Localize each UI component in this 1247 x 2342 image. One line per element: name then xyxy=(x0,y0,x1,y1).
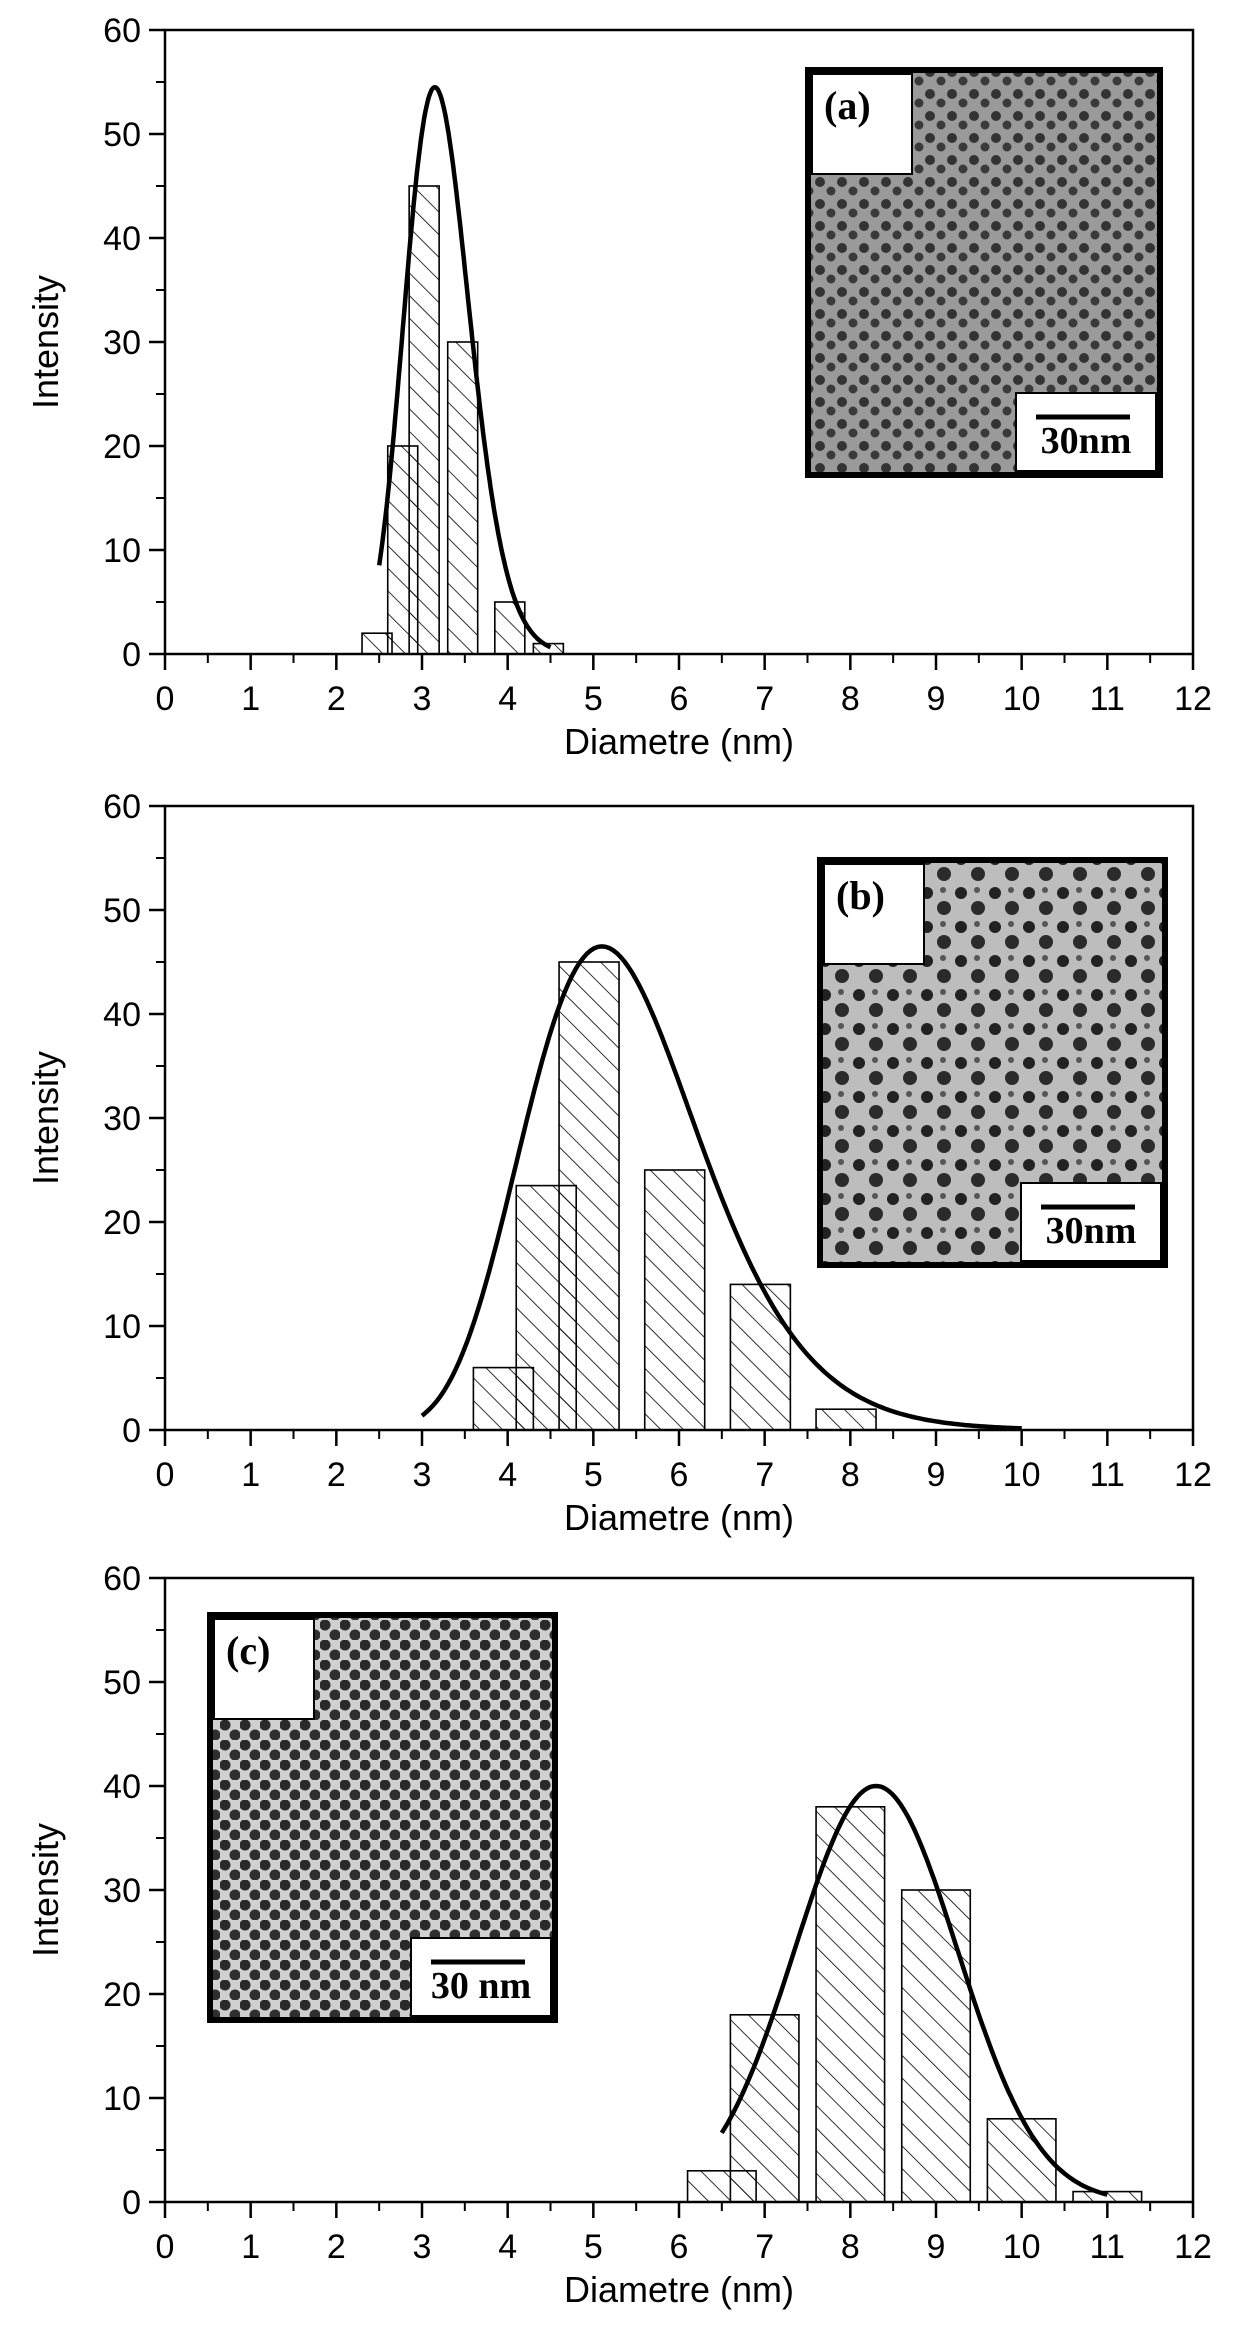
inset-panel-label: (c) xyxy=(226,1628,270,1673)
inset-label-box xyxy=(811,73,913,175)
histogram-bar-2 xyxy=(729,2014,800,2203)
y-tick-label: 20 xyxy=(103,1204,141,1242)
histogram-bar-3 xyxy=(815,1806,886,2203)
tem-inset: (a) 30nm xyxy=(805,67,1163,478)
histogram-bar-6 xyxy=(815,1408,877,1431)
x-tick-label: 0 xyxy=(156,2228,175,2266)
inset-panel-label: (a) xyxy=(824,83,871,128)
x-tick-label: 3 xyxy=(413,680,432,718)
scale-bar-label: 30nm xyxy=(1041,420,1132,462)
y-tick-label: 40 xyxy=(103,1768,141,1806)
y-tick-label: 0 xyxy=(122,636,141,674)
x-axis-title: Diametre (nm) xyxy=(564,721,794,762)
y-tick-label: 0 xyxy=(122,1412,141,1450)
histogram-bar-5 xyxy=(729,1283,792,1431)
scale-bar-label: 30 nm xyxy=(431,1965,531,2007)
x-tick-label: 5 xyxy=(584,1456,603,1494)
x-tick-label: 2 xyxy=(327,680,346,718)
histogram-bar-4 xyxy=(643,1169,706,1431)
y-tick-label: 0 xyxy=(122,2184,141,2222)
fit-curve xyxy=(376,84,552,650)
scale-bar-box xyxy=(1020,1182,1162,1262)
y-tick-label: 60 xyxy=(103,12,141,50)
y-tick-label: 10 xyxy=(103,532,141,570)
scale-bar-box xyxy=(1015,392,1157,472)
x-tick-label: 11 xyxy=(1090,680,1125,718)
tem-inset: (c) 30 nm xyxy=(207,1612,558,2023)
x-tick-label: 9 xyxy=(927,1456,946,1494)
y-tick-label: 40 xyxy=(103,220,141,258)
x-tick-label: 1 xyxy=(241,680,260,718)
x-tick-label: 8 xyxy=(841,2228,860,2266)
x-tick-label: 9 xyxy=(927,2228,946,2266)
chart-panel-3: (c)30 nm0 1 2 3 4 5 6 7 8 9 10 11 120102030405060Dia… xyxy=(25,1560,1212,2310)
histogram-bar-4 xyxy=(900,1889,972,2203)
y-tick-label: 20 xyxy=(103,428,141,466)
x-tick-label: 5 xyxy=(584,680,603,718)
x-tick-label: 0 xyxy=(156,680,175,718)
inset-label-box xyxy=(823,863,925,965)
inset-panel-label: (b) xyxy=(836,873,885,918)
x-tick-label: 11 xyxy=(1090,1456,1125,1494)
x-tick-label: 10 xyxy=(1003,680,1041,718)
x-tick-label: 6 xyxy=(670,2228,689,2266)
x-tick-label: 6 xyxy=(670,1456,689,1494)
y-tick-label: 60 xyxy=(103,1560,141,1598)
y-tick-label: 30 xyxy=(103,324,141,362)
x-tick-label: 9 xyxy=(927,680,946,718)
y-tick-label: 50 xyxy=(103,116,141,154)
x-axis-title: Diametre (nm) xyxy=(564,1497,794,1538)
x-tick-label: 1 xyxy=(241,1456,260,1494)
x-axis-title: Diametre (nm) xyxy=(564,2269,794,2310)
fit-curve xyxy=(719,1783,1108,2197)
y-tick-label: 60 xyxy=(103,788,141,826)
x-tick-label: 11 xyxy=(1090,2228,1125,2266)
y-tick-label: 10 xyxy=(103,2080,141,2118)
x-tick-label: 7 xyxy=(755,1456,774,1494)
x-tick-label: 8 xyxy=(841,1456,860,1494)
x-tick-label: 12 xyxy=(1174,680,1212,718)
x-tick-label: 4 xyxy=(498,1456,517,1494)
y-tick-label: 40 xyxy=(103,996,141,1034)
y-tick-label: 20 xyxy=(103,1976,141,2014)
x-tick-label: 12 xyxy=(1174,1456,1212,1494)
scale-bar-box xyxy=(410,1937,552,2017)
histogram-bar-5 xyxy=(986,2118,1057,2203)
y-axis-title: Intensity xyxy=(25,1051,66,1185)
x-tick-label: 3 xyxy=(413,2228,432,2266)
fit-curve xyxy=(420,944,1022,1431)
x-tick-label: 4 xyxy=(498,680,517,718)
x-tick-label: 2 xyxy=(327,2228,346,2266)
y-tick-label: 50 xyxy=(103,892,141,930)
y-axis-title: Intensity xyxy=(25,275,66,409)
y-tick-label: 10 xyxy=(103,1308,141,1346)
tem-inset: (b) 30nm xyxy=(817,857,1168,1268)
x-tick-label: 3 xyxy=(413,1456,432,1494)
x-tick-label: 6 xyxy=(670,680,689,718)
x-tick-label: 8 xyxy=(841,680,860,718)
histogram-bar-3 xyxy=(408,185,440,655)
y-tick-label: 30 xyxy=(103,1872,141,1910)
x-tick-label: 7 xyxy=(755,2228,774,2266)
inset-label-box xyxy=(213,1618,315,1720)
y-tick-label: 50 xyxy=(103,1664,141,1702)
histogram-bar-3 xyxy=(558,961,620,1431)
x-tick-label: 10 xyxy=(1003,2228,1041,2266)
x-tick-label: 2 xyxy=(327,1456,346,1494)
y-axis-title: Intensity xyxy=(25,1823,66,1957)
y-tick-label: 30 xyxy=(103,1100,141,1138)
x-tick-label: 1 xyxy=(241,2228,260,2266)
histogram-bar-4 xyxy=(446,341,479,655)
scale-bar-label: 30nm xyxy=(1046,1210,1137,1252)
x-tick-label: 12 xyxy=(1174,2228,1212,2266)
x-tick-label: 0 xyxy=(156,1456,175,1494)
x-tick-label: 4 xyxy=(498,2228,517,2266)
x-tick-label: 7 xyxy=(755,680,774,718)
x-tick-label: 5 xyxy=(584,2228,603,2266)
x-tick-label: 10 xyxy=(1003,1456,1041,1494)
